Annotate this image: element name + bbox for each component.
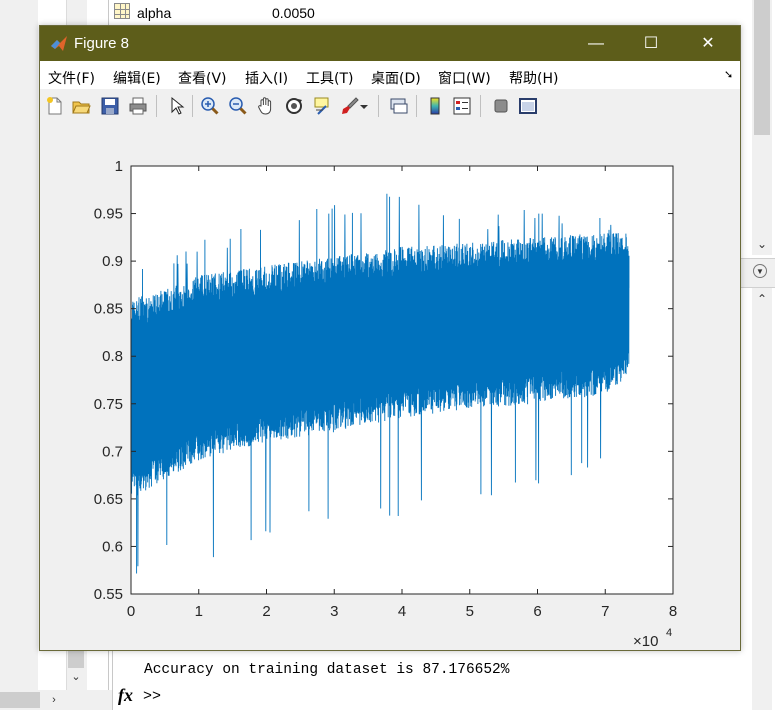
menu-window[interactable]: 窗口(W) <box>438 71 491 87</box>
print-icon[interactable] <box>128 96 148 116</box>
show-plot-tools-icon[interactable] <box>518 96 538 116</box>
hide-plot-tools-icon[interactable] <box>491 96 511 116</box>
figure-toolbar <box>40 89 740 123</box>
x-tick-label: 1 <box>195 603 203 620</box>
x-exponent-label: ×10 <box>633 633 658 650</box>
close-button[interactable]: ✕ <box>701 35 715 52</box>
command-prompt[interactable]: >> <box>143 688 162 705</box>
menu-help[interactable]: 帮助(H) <box>509 71 559 87</box>
colorbar-icon[interactable] <box>425 96 445 116</box>
y-tick-label: 0.75 <box>94 396 123 413</box>
left-scroll-thumb[interactable] <box>68 650 84 668</box>
menu-insert[interactable]: 插入(I) <box>245 71 289 87</box>
toolbar-separator <box>156 95 157 117</box>
toolbar-separator <box>192 95 193 117</box>
x-tick-label: 0 <box>127 603 135 620</box>
toolbar-separator <box>416 95 417 117</box>
data-cursor-icon[interactable] <box>312 96 332 116</box>
left-panel-strip <box>0 0 38 710</box>
y-tick-label: 0.95 <box>94 206 123 223</box>
figure-window: Figure 8 — ☐ ✕ 文件(F) 编辑(E) 查看(V) 插入(I) 工… <box>39 25 741 651</box>
chevron-up-icon[interactable]: ⌃ <box>756 292 768 306</box>
matlab-logo-icon <box>51 36 67 51</box>
menu-edit[interactable]: 编辑(E) <box>113 71 161 87</box>
zoom-in-icon[interactable] <box>200 96 220 116</box>
line-chart[interactable]: 0 1 2 3 4 5 6 7 8 0.55 0.6 0.65 0.7 0.75 0.8 0.85 0.9 0.9… <box>40 122 740 650</box>
workspace-scroll-thumb[interactable] <box>754 0 770 135</box>
menu-view[interactable]: 查看(V) <box>178 71 227 87</box>
maximize-button[interactable]: ☐ <box>643 35 659 52</box>
y-tick-label: 0.7 <box>102 443 123 460</box>
save-icon[interactable] <box>100 96 120 116</box>
new-figure-icon[interactable] <box>45 96 65 116</box>
zoom-out-icon[interactable] <box>228 96 248 116</box>
x-tick-label: 6 <box>533 603 541 620</box>
y-tick-label: 0.55 <box>94 586 123 603</box>
figure-titlebar[interactable]: Figure 8 — ☐ ✕ <box>40 26 740 61</box>
toolbar-separator <box>378 95 379 117</box>
x-tick-label: 7 <box>601 603 609 620</box>
horizontal-scroll-thumb[interactable] <box>0 692 40 708</box>
console-output-line: Accuracy on training dataset is 87.17665… <box>144 662 510 678</box>
x-tick-label: 3 <box>330 603 338 620</box>
x-tick-label: 4 <box>398 603 406 620</box>
legend-icon[interactable] <box>452 96 472 116</box>
menu-file[interactable]: 文件(F) <box>48 71 95 87</box>
x-tick-label: 2 <box>262 603 270 620</box>
rotate-3d-icon[interactable] <box>284 96 304 116</box>
console-scrollbar[interactable] <box>752 288 772 710</box>
y-tick-label: 1 <box>115 158 123 175</box>
series-line[interactable] <box>130 193 630 574</box>
chevron-down-icon[interactable]: ⌄ <box>756 237 768 251</box>
open-file-icon[interactable] <box>71 96 91 116</box>
scroll-down-arrow-icon[interactable]: ⌄ <box>71 671 81 683</box>
pan-hand-icon[interactable] <box>256 96 276 116</box>
variable-value: 0.0050 <box>272 5 315 21</box>
brush-icon[interactable] <box>340 96 360 116</box>
figure-menubar: 文件(F) 编辑(E) 查看(V) 插入(I) 工具(T) 桌面(D) 窗口(W… <box>40 61 740 90</box>
figure-title: Figure 8 <box>74 35 130 52</box>
link-plot-icon[interactable] <box>389 96 409 116</box>
y-tick-label: 0.6 <box>102 538 123 555</box>
menu-desktop[interactable]: 桌面(D) <box>371 71 421 87</box>
menu-overflow-icon[interactable]: ➘ <box>724 69 734 81</box>
y-tick-label: 0.8 <box>102 348 123 365</box>
toolbar-separator <box>480 95 481 117</box>
figure-canvas[interactable]: 0 1 2 3 4 5 6 7 8 0.55 0.6 0.65 0.7 0.75 0.8 0.85 0.9 0.9… <box>40 122 740 650</box>
function-browser-icon[interactable]: fx <box>118 685 133 705</box>
panel-actions-icon[interactable]: ▼ <box>753 264 767 278</box>
menu-tools[interactable]: 工具(T) <box>306 71 354 87</box>
variable-name: alpha <box>137 5 172 21</box>
x-exponent-power: 4 <box>666 627 672 639</box>
brush-dropdown-icon[interactable] <box>358 96 370 116</box>
minimize-button[interactable]: — <box>588 35 604 52</box>
y-tick-label: 0.9 <box>102 253 123 270</box>
scroll-right-arrow-icon[interactable]: › <box>52 694 56 706</box>
y-tick-label: 0.65 <box>94 491 123 508</box>
y-tick-label: 0.85 <box>94 301 123 318</box>
x-tick-label: 5 <box>466 603 474 620</box>
matrix-variable-icon <box>114 3 130 19</box>
console-gutter <box>112 650 113 710</box>
x-tick-label: 8 <box>669 603 677 620</box>
pointer-icon[interactable] <box>166 96 186 116</box>
workspace-variable-row[interactable]: alpha 0.0050 <box>112 0 752 26</box>
